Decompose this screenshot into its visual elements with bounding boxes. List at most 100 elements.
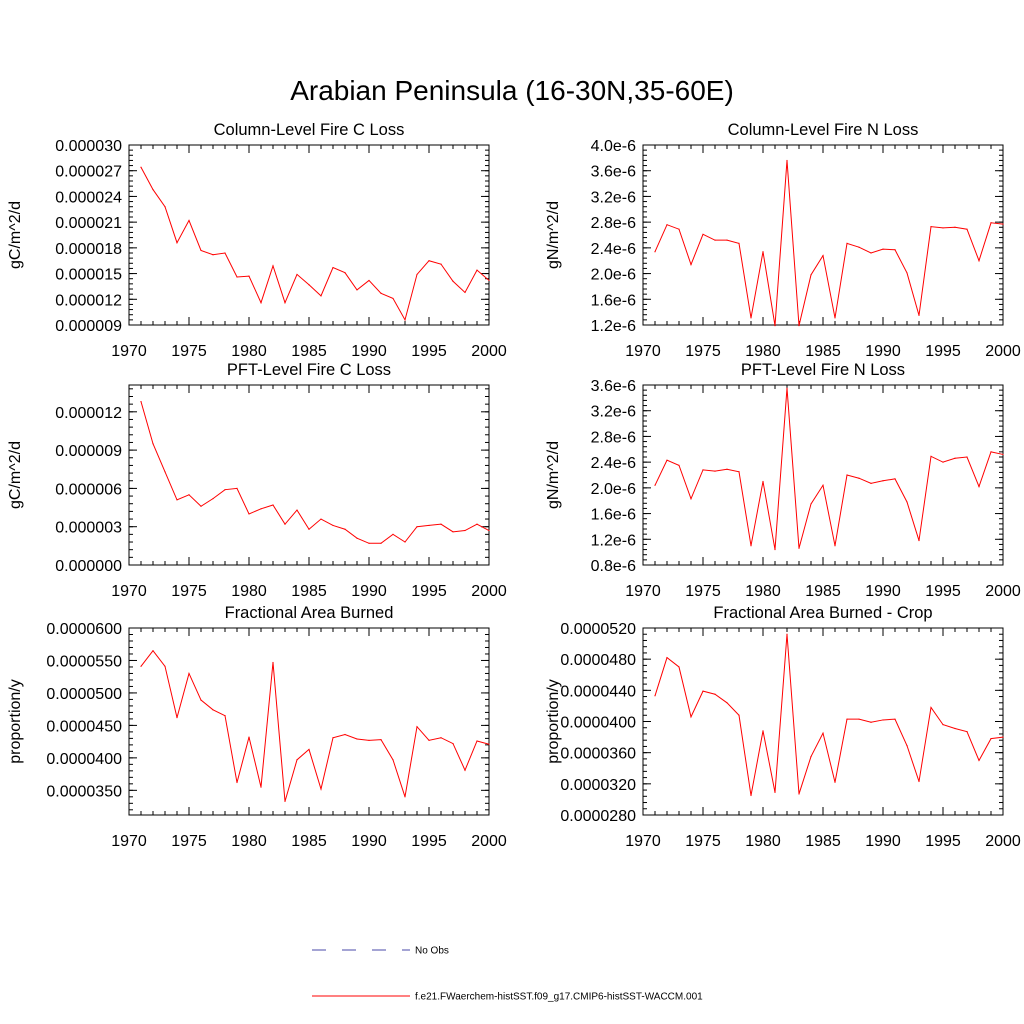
- chart-panel-3: 1970 1975 1980 1985 1990 1995 2000 0.000000 0.00…: [7, 361, 507, 600]
- data-point: [164, 665, 166, 667]
- y-tick-label: 2.4e-6: [591, 241, 636, 258]
- y-tick-label: 0.0000520: [560, 621, 636, 638]
- panel-title: PFT-Level Fire C Loss: [227, 361, 391, 379]
- y-tick-label: 0.0000450: [46, 718, 122, 735]
- data-point: [846, 718, 848, 720]
- y-axis-label: gN/m^2/d: [545, 201, 562, 269]
- data-point: [308, 748, 310, 751]
- chart-panel-1: 1970 1975 1980 1985 1990 1995 2000 0.000009 0.00…: [7, 121, 507, 360]
- data-point: [1002, 736, 1004, 738]
- x-tick-label: 2000: [471, 833, 507, 850]
- legend: No Obs f.e21.FWaerchem-histSST.f09_g17.C…: [312, 946, 703, 1003]
- x-tick-label: 1995: [411, 343, 447, 360]
- data-point: [248, 275, 250, 277]
- data-point: [714, 693, 716, 695]
- x-tick-label: 1980: [231, 343, 267, 360]
- x-tick-label: 1970: [625, 343, 661, 360]
- data-point: [476, 740, 478, 742]
- data-point: [140, 665, 142, 667]
- data-point: [248, 513, 250, 515]
- y-tick-label: 0.000012: [55, 405, 122, 422]
- data-point: [894, 478, 896, 480]
- data-point: [380, 542, 382, 544]
- data-point: [834, 545, 836, 547]
- x-tick-label: 1990: [865, 583, 901, 600]
- series-line: [140, 167, 490, 322]
- data-point: [846, 474, 848, 476]
- data-point: [488, 279, 490, 282]
- data-point: [152, 650, 154, 652]
- data-point: [320, 788, 322, 790]
- data-point: [726, 239, 728, 241]
- data-point: [978, 759, 980, 762]
- data-point: [236, 781, 238, 784]
- y-tick-label: 0.0000500: [46, 686, 122, 703]
- data-point: [966, 228, 968, 230]
- x-tick-label: 2000: [471, 343, 507, 360]
- data-point: [164, 206, 166, 208]
- data-point: [296, 759, 298, 761]
- y-axis-label: gN/m^2/d: [545, 441, 562, 509]
- data-point: [918, 780, 920, 783]
- y-tick-label: 2.4e-6: [591, 455, 636, 472]
- data-point: [200, 505, 202, 507]
- x-tick-label: 1985: [805, 833, 841, 850]
- data-point: [666, 657, 668, 659]
- data-point: [690, 716, 692, 718]
- data-point: [392, 759, 394, 761]
- page-title: Arabian Peninsula (16-30N,35-60E): [290, 75, 734, 106]
- x-tick-label: 1985: [291, 833, 327, 850]
- data-point: [714, 239, 716, 241]
- data-point: [284, 302, 286, 304]
- data-point: [810, 503, 812, 505]
- data-point: [666, 459, 668, 461]
- data-point: [930, 455, 932, 457]
- data-point: [212, 709, 214, 711]
- x-tick-label: 1975: [171, 833, 207, 850]
- data-point: [164, 471, 166, 473]
- data-point: [452, 531, 454, 533]
- data-point: [356, 537, 358, 539]
- data-point: [260, 786, 262, 788]
- x-tick-label: 1985: [291, 343, 327, 360]
- data-point: [272, 265, 274, 267]
- data-point: [678, 666, 680, 668]
- y-tick-label: 2.8e-6: [591, 429, 636, 446]
- legend-no-obs-label: No Obs: [415, 946, 449, 957]
- data-point: [488, 743, 490, 745]
- data-point: [152, 188, 154, 191]
- data-point: [786, 633, 788, 635]
- y-tick-label: 0.000006: [55, 481, 122, 498]
- data-point: [690, 263, 692, 266]
- data-point: [882, 480, 884, 482]
- x-tick-label: 1990: [351, 833, 387, 850]
- data-point: [212, 498, 214, 500]
- data-point: [810, 755, 812, 758]
- x-tick-label: 1985: [291, 583, 327, 600]
- data-point: [798, 325, 800, 327]
- data-point: [380, 739, 382, 741]
- panel-title: Fractional Area Burned - Crop: [713, 604, 932, 622]
- data-point: [464, 529, 466, 532]
- data-point: [404, 319, 406, 321]
- data-point: [726, 702, 728, 704]
- data-point: [176, 242, 178, 244]
- data-point: [224, 252, 226, 254]
- data-point: [200, 249, 202, 252]
- data-point: [810, 274, 812, 276]
- data-point: [464, 291, 466, 294]
- y-tick-label: 0.000030: [55, 138, 122, 155]
- data-point: [822, 254, 824, 257]
- series-line: [654, 634, 1004, 796]
- data-point: [702, 690, 704, 692]
- data-point: [870, 252, 872, 254]
- data-point: [284, 523, 286, 525]
- data-point: [678, 228, 680, 230]
- x-tick-label: 1970: [625, 583, 661, 600]
- x-tick-label: 1980: [745, 343, 781, 360]
- plot-frame: [128, 384, 490, 566]
- data-point: [320, 295, 322, 297]
- data-point: [846, 242, 848, 244]
- data-point: [488, 529, 490, 532]
